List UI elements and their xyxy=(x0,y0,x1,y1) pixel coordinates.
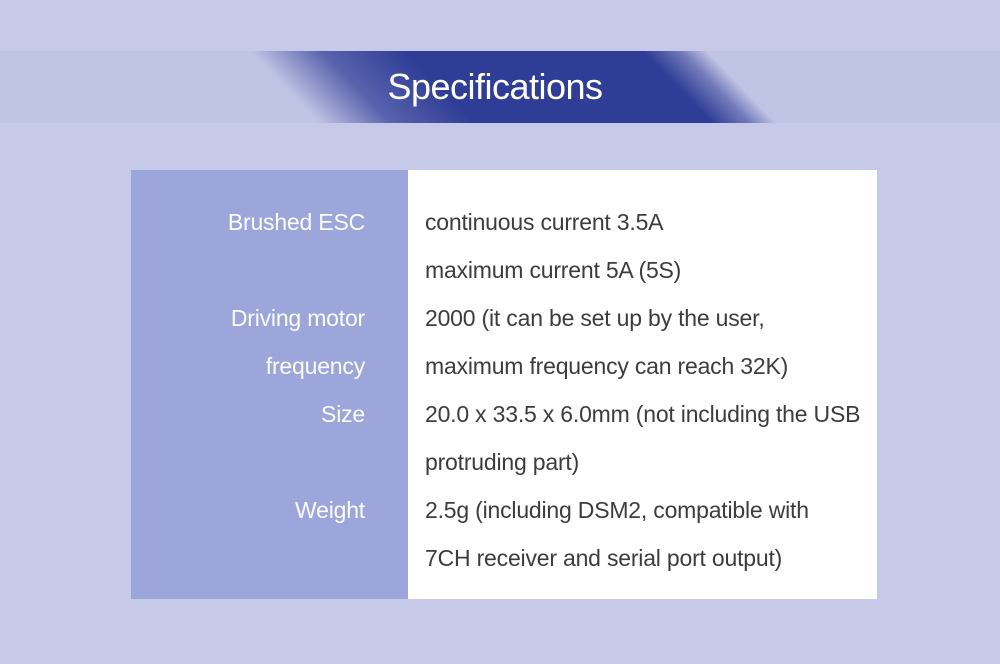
spec-value-line: continuous current 3.5A xyxy=(425,209,664,235)
spec-value-line: 2.5g (including DSM2, compatible with xyxy=(425,497,809,523)
spec-value-line: maximum frequency can reach 32K) xyxy=(425,353,789,379)
spec-label-column: Brushed ESC Driving motor frequency Size… xyxy=(131,170,408,599)
specifications-table: Brushed ESC Driving motor frequency Size… xyxy=(131,170,877,599)
spec-label-size: Size xyxy=(321,401,365,427)
spec-label-driving-motor: Driving motor xyxy=(230,305,365,331)
spec-value-line: 7CH receiver and serial port output) xyxy=(425,545,783,571)
spec-label-frequency: frequency xyxy=(265,353,365,379)
spec-label-brushed-esc: Brushed ESC xyxy=(227,209,365,235)
spec-label-spacer xyxy=(131,246,408,294)
spec-label-spacer xyxy=(131,438,408,486)
spec-label-spacer xyxy=(131,534,408,582)
page-title: Specifications xyxy=(387,66,603,107)
spec-value-column: continuous current 3.5A maximum current … xyxy=(408,170,877,599)
spec-value-line: 20.0 x 33.5 x 6.0mm (not including the U… xyxy=(425,401,861,427)
spec-value-line: protruding part) xyxy=(425,449,580,475)
spec-value-line: 2000 (it can be set up by the user, xyxy=(425,305,765,331)
spec-label-weight: Weight xyxy=(295,497,365,523)
spec-value-line: maximum current 5A (5S) xyxy=(425,257,682,283)
